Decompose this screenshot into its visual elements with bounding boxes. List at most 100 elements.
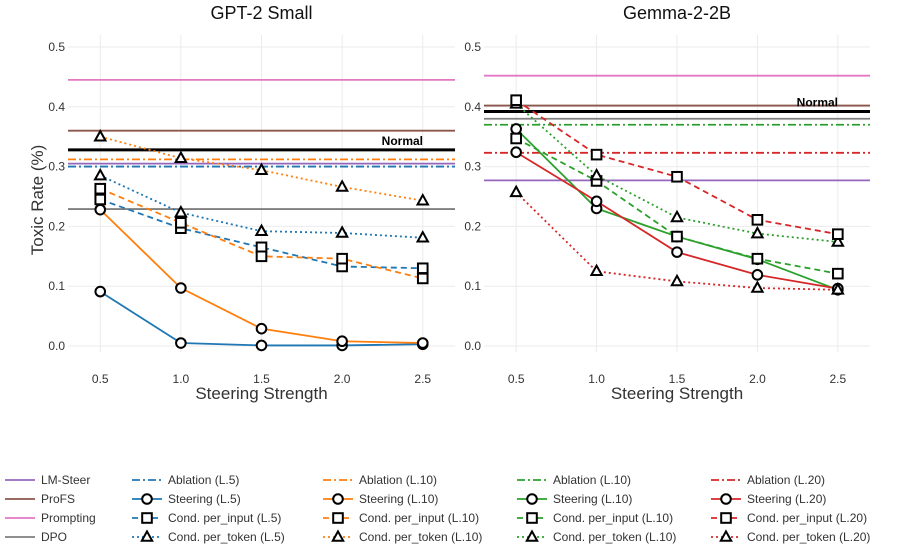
x-axis-label: Steering Strength: [195, 384, 327, 403]
point-steering-l-20: [671, 246, 683, 258]
point-cond-per-input-l-10: [255, 250, 268, 263]
point-cond-per-input-l-10: [671, 230, 683, 243]
point-cond-per-token-l-20: [589, 263, 604, 277]
legend-item-steering-l-10: Steering (L.10): [323, 492, 438, 506]
legend-item-cond-per-input-l-10: Cond. per_input (L.10): [517, 511, 673, 525]
y-tick-label: 0.0: [48, 339, 65, 353]
y-tick-label: 0.2: [48, 219, 65, 233]
x-tick-label: 2.0: [334, 372, 351, 386]
legend-key-marker: [525, 529, 539, 542]
y-tick-label: 0.4: [464, 100, 481, 114]
normal-annotation: Normal: [382, 134, 423, 148]
x-tick-label: 1.0: [588, 372, 605, 386]
point-cond-per-token-l-5: [93, 167, 108, 181]
legend-item-cond-per-token-l-10: Cond. per_token (L.10): [517, 529, 676, 544]
panel-title: GPT-2 Small: [210, 3, 312, 23]
normal-annotation: Normal: [797, 96, 838, 110]
point-steering-l-5: [175, 337, 187, 349]
legend-key-marker: [526, 493, 538, 505]
y-tick-label: 0.3: [48, 160, 65, 174]
legend-label: Ablation (L.10): [553, 473, 631, 487]
legend-item-ablation-l-10: Ablation (L.10): [517, 473, 631, 487]
legend-item-cond-per-token-l-10: Cond. per_token (L.10): [323, 529, 482, 544]
legend-label: Cond. per_input (L.10): [359, 511, 479, 525]
x-tick-label: 2.5: [414, 372, 431, 386]
point-steering-l-10: [336, 335, 348, 348]
legend-label: Steering (L.5): [168, 492, 241, 506]
legend-item-profs: ProFS: [5, 492, 75, 506]
point-cond-per-token-l-20: [830, 282, 845, 295]
point-cond-per-token-l-10: [254, 162, 269, 175]
legend-item-ablation-l-20: Ablation (L.20): [711, 473, 825, 487]
point-cond-per-token-l-5: [254, 223, 269, 236]
point-cond-per-input-l-20: [510, 94, 522, 106]
point-cond-per-token-l-10: [589, 167, 604, 181]
legend-item-steering-l-5: Steering (L.5): [132, 492, 241, 506]
x-tick-label: 0.5: [508, 372, 525, 386]
legend-label: Ablation (L.5): [168, 473, 239, 487]
series-line-cond-per-input-l-10: [515, 137, 838, 275]
point-cond-per-token-l-20: [509, 184, 524, 198]
point-steering-l-20: [590, 195, 603, 208]
point-steering-l-20: [510, 146, 522, 159]
point-cond-per-input-l-20: [590, 148, 603, 161]
point-cond-per-input-l-10: [510, 132, 522, 145]
x-tick-label: 2.5: [829, 372, 846, 386]
legend-label: Steering (L.10): [553, 492, 632, 506]
point-cond-per-input-l-10: [94, 182, 107, 195]
point-steering-l-20: [751, 269, 764, 281]
legend-label: Steering (L.20): [747, 492, 826, 506]
point-cond-per-token-l-5: [415, 230, 430, 243]
point-cond-per-input-l-20: [832, 228, 844, 240]
series-line-cond-per-token-l-10: [515, 103, 838, 243]
legend-label: Cond. per_token (L.10): [553, 530, 676, 544]
legend-key-marker: [141, 512, 153, 524]
y-tick-label: 0.3: [464, 160, 481, 174]
legend-item-steering-l-20: Steering (L.20): [711, 492, 826, 506]
legend-label: Cond. per_token (L.5): [168, 530, 285, 544]
point-cond-per-input-l-20: [671, 170, 683, 183]
x-axis-label: Steering Strength: [611, 384, 743, 403]
legend-item-cond-per-input-l-5: Cond. per_input (L.5): [132, 511, 281, 525]
legend-key-marker: [332, 493, 344, 505]
point-steering-l-10: [255, 322, 268, 335]
legend-item-ablation-l-5: Ablation (L.5): [132, 473, 239, 487]
legend-key-marker: [140, 529, 154, 542]
point-cond-per-token-l-10: [93, 129, 108, 142]
legend-label: Prompting: [41, 511, 96, 525]
point-cond-per-token-l-20: [750, 280, 765, 293]
point-cond-per-token-l-10: [750, 225, 765, 239]
point-steering-l-5: [94, 285, 107, 298]
legend-key-marker: [332, 512, 344, 524]
legend-item-ablation-l-10: Ablation (L.10): [323, 473, 437, 487]
legend-key-marker: [331, 529, 345, 542]
legend-key-marker: [720, 493, 732, 505]
legend-label: Cond. per_input (L.20): [747, 511, 867, 525]
y-tick-label: 0.4: [48, 100, 65, 114]
y-tick-label: 0.1: [48, 279, 65, 293]
legend-label: ProFS: [41, 492, 75, 506]
y-axis-label: Toxic Rate (%): [28, 145, 47, 256]
legend-label: LM-Steer: [41, 473, 90, 487]
point-cond-per-input-l-10: [832, 267, 844, 280]
x-tick-label: 0.5: [92, 372, 109, 386]
x-tick-label: 2.0: [749, 372, 766, 386]
x-tick-label: 1.5: [669, 372, 686, 386]
point-steering-l-10: [94, 203, 107, 216]
legend: LM-Steer ProFS Prompting DPO Ablation (L.5) S…: [5, 473, 870, 544]
legend-item-lm-steer: LM-Steer: [5, 473, 90, 487]
legend-item-cond-per-token-l-20: Cond. per_token (L.20): [711, 529, 870, 544]
point-steering-l-5: [255, 339, 268, 352]
y-tick-label: 0.5: [464, 40, 481, 54]
y-tick-label: 0.5: [48, 40, 65, 54]
legend-label: Steering (L.10): [359, 492, 438, 506]
y-tick-label: 0.2: [464, 219, 481, 233]
legend-label: Ablation (L.10): [359, 473, 437, 487]
point-cond-per-token-l-10: [830, 234, 845, 247]
point-cond-per-input-l-10: [751, 252, 764, 265]
point-steering-l-10: [510, 123, 522, 135]
point-cond-per-token-l-5: [335, 225, 350, 238]
point-cond-per-input-l-5: [416, 262, 429, 275]
point-cond-per-token-l-20: [670, 273, 684, 287]
